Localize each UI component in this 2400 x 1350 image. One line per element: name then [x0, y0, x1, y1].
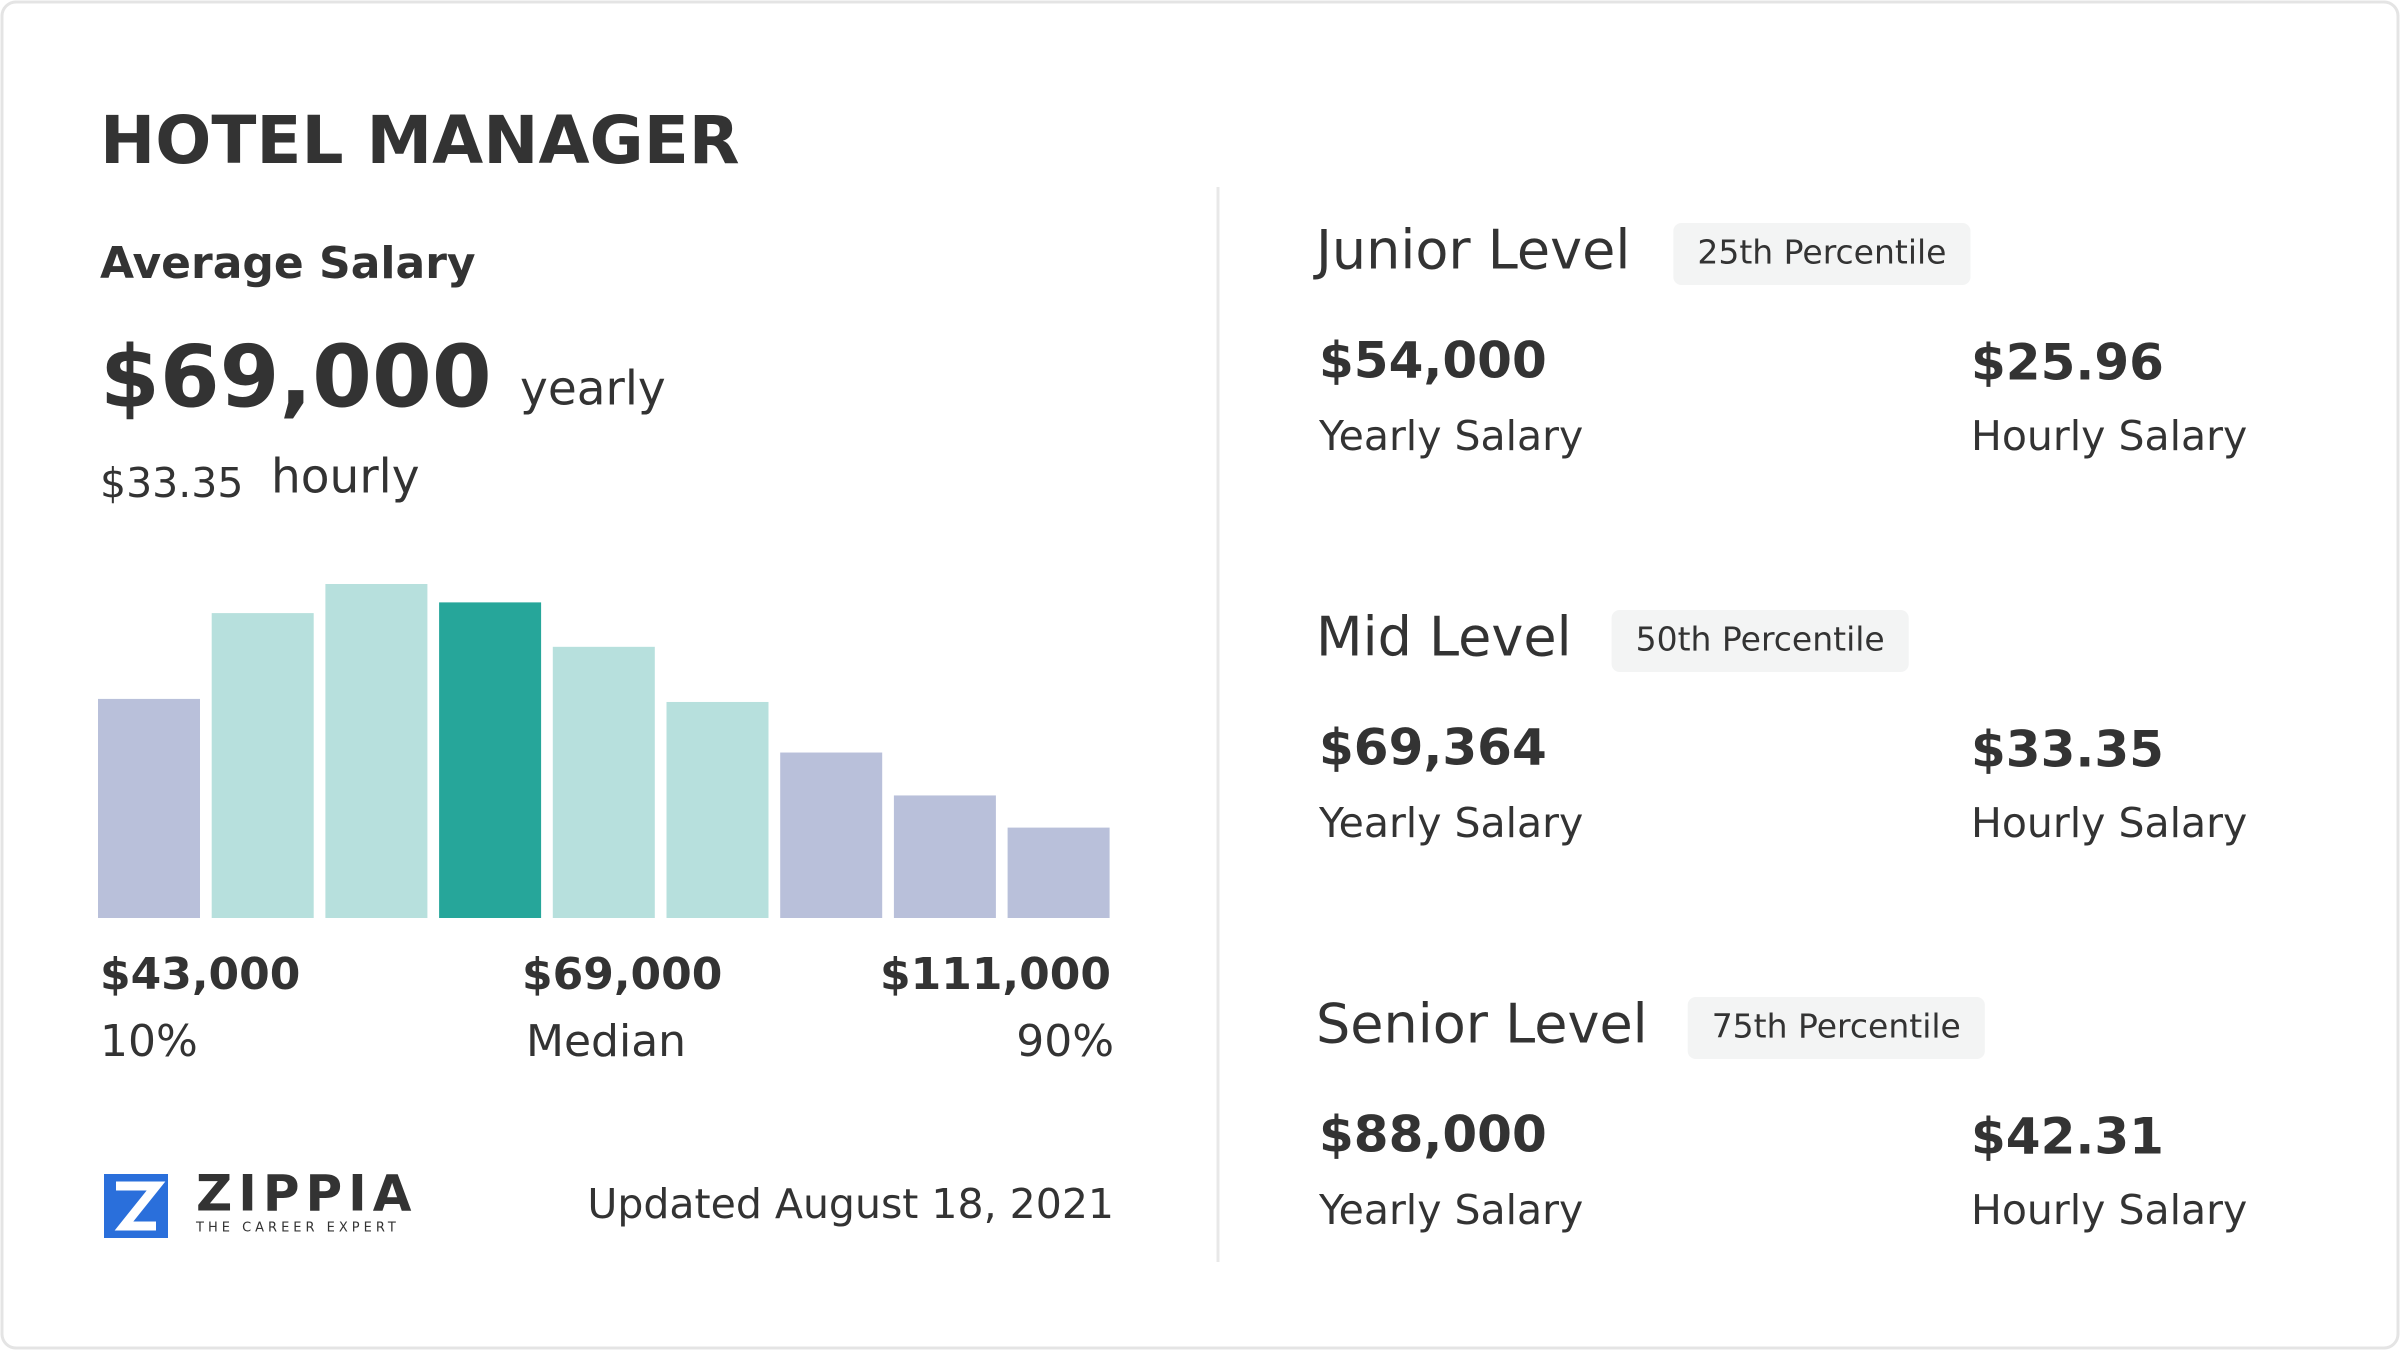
percentile-badge: [1673, 223, 1971, 285]
average-hourly: $33.35: [100, 459, 243, 507]
percentile-badge: [1687, 997, 1985, 1059]
range-label: 90%: [1016, 1016, 1114, 1067]
percentile-label: 50th Percentile: [1636, 620, 1885, 659]
distribution-bar: [780, 752, 883, 918]
yearly-label: Yearly Salary: [1318, 1186, 1583, 1234]
distribution-bar: [1007, 827, 1110, 918]
brand-tagline: THE CAREER EXPERT: [195, 1221, 400, 1236]
yearly-label: Yearly Salary: [1318, 412, 1583, 460]
hourly-label: Hourly Salary: [1971, 412, 2247, 460]
range-label: Median: [526, 1016, 686, 1067]
distribution-bar: [439, 602, 542, 918]
distribution-bar: [211, 613, 314, 918]
job-title: HOTEL MANAGER: [100, 102, 740, 179]
level-name: Senior Level: [1316, 993, 1648, 1056]
percentile-label: 25th Percentile: [1697, 233, 1946, 272]
yearly-unit: yearly: [520, 362, 666, 417]
logo-z: [114, 1181, 166, 1231]
yearly-salary: $88,000: [1319, 1106, 1547, 1164]
hourly-salary: $25.96: [1971, 334, 2164, 392]
hourly-salary: $42.31: [1971, 1108, 2164, 1166]
hourly-label: Hourly Salary: [1971, 799, 2247, 847]
yearly-label: Yearly Salary: [1318, 799, 1583, 847]
range-amount: $69,000: [522, 949, 722, 1000]
brand-name: ZIPPIA: [196, 1165, 417, 1223]
distribution-bar: [552, 646, 655, 918]
hourly-salary: $33.35: [1971, 721, 2164, 779]
brand-logo: ZIPPIA THE CAREER EXPERT: [104, 1165, 417, 1238]
range-amount: $43,000: [100, 949, 300, 1000]
average-label: Average Salary: [100, 238, 476, 289]
hourly-unit: hourly: [271, 450, 420, 505]
level-name: Junior Level: [1313, 219, 1630, 282]
updated-date: Updated August 18, 2021: [587, 1180, 1114, 1228]
yearly-salary: $69,364: [1319, 719, 1547, 777]
distribution-bar: [325, 584, 428, 918]
yearly-salary: $54,000: [1319, 332, 1547, 390]
distribution-bar: [893, 795, 996, 918]
distribution-bar: [98, 698, 200, 918]
hourly-label: Hourly Salary: [1971, 1186, 2247, 1234]
percentile-badge: [1611, 610, 1909, 672]
distribution-bar: [666, 701, 769, 918]
range-label: 10%: [100, 1016, 198, 1067]
average-yearly: $69,000: [100, 327, 492, 427]
percentile-label: 75th Percentile: [1712, 1007, 1961, 1046]
range-amount: $111,000: [880, 949, 1111, 1000]
level-name: Mid Level: [1316, 606, 1572, 669]
